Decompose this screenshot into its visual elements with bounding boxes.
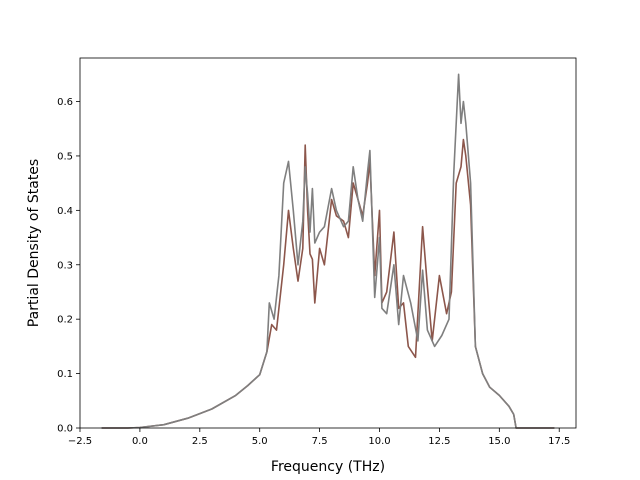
x-tick-label: 15.0	[488, 436, 510, 447]
series-lines	[101, 73, 555, 429]
y-axis-label: Partial Density of States	[26, 159, 42, 327]
y-tick-label: 0.5	[57, 151, 73, 162]
x-tick-label: 5.0	[252, 436, 268, 447]
y-tick-label: 0.2	[57, 315, 73, 326]
x-tick-label: −2.5	[68, 436, 92, 447]
y-axis: 0.0 0.1 0.2 0.3 0.4 0.5 0.6	[57, 97, 80, 435]
y-tick-label: 0.1	[57, 369, 73, 380]
x-tick-label: 12.5	[428, 436, 450, 447]
series-line-2	[101, 73, 555, 429]
y-tick-label: 0.0	[57, 424, 73, 435]
y-tick-label: 0.4	[57, 206, 73, 217]
y-tick-label: 0.3	[57, 260, 73, 271]
x-tick-label: 7.5	[312, 436, 328, 447]
x-tick-label: 17.5	[548, 436, 570, 447]
x-axis: −2.5 0.0 2.5 5.0 7.5 10.0 12.5 15.0 17.5	[68, 428, 570, 447]
series-line-1	[101, 138, 555, 429]
x-tick-label: 2.5	[192, 436, 208, 447]
y-tick-label: 0.6	[57, 97, 73, 108]
plot-frame	[79, 57, 577, 429]
x-axis-label: Frequency (THz)	[271, 459, 385, 475]
x-tick-label: 0.0	[132, 436, 148, 447]
x-tick-label: 10.0	[368, 436, 390, 447]
